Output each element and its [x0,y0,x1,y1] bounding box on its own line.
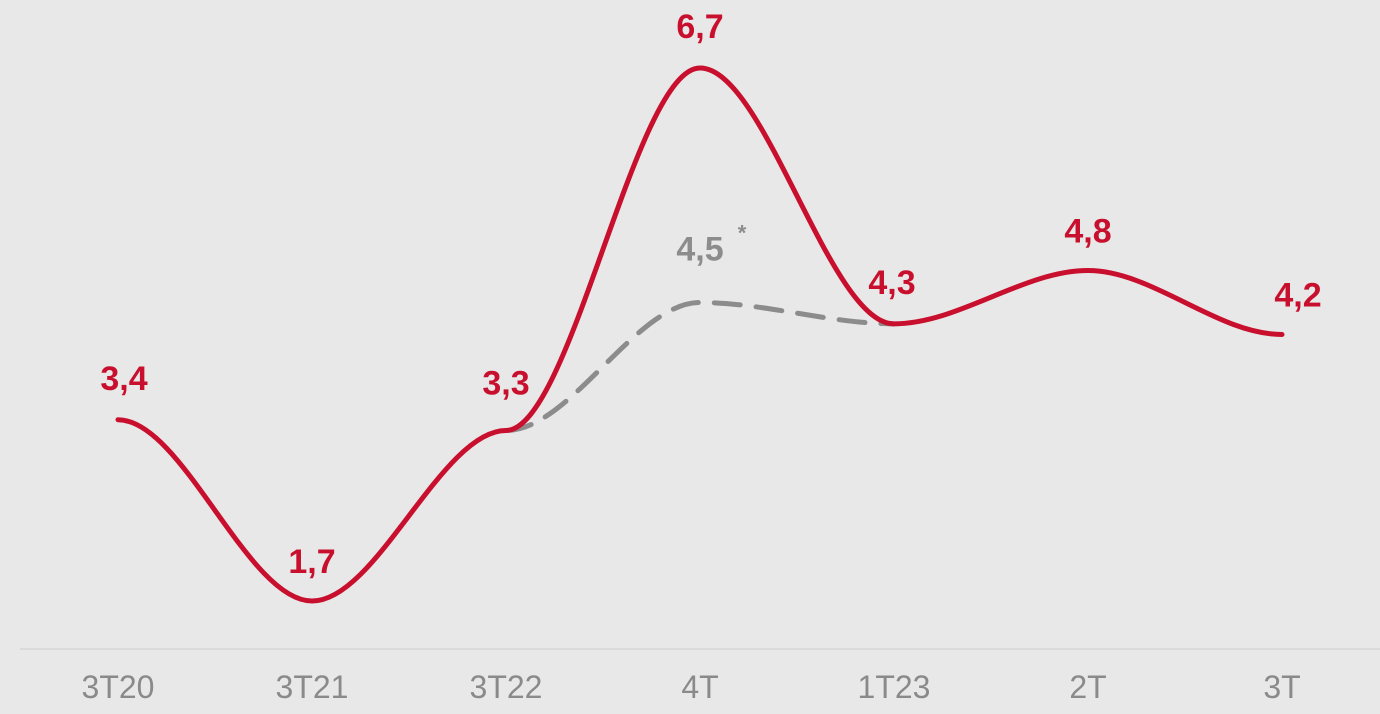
series-line-dashed [503,300,897,433]
data-label-dashed: 4,5 [676,231,723,269]
data-labels-layer: 3,4 1,7 3,3 6,7 4,3 4,8 4,2 4,5 * [100,8,1321,581]
x-tick-label: 3T20 [82,669,155,705]
data-label-note: * [738,221,747,246]
solid-series-layer [115,65,1285,604]
data-label: 4,3 [868,264,915,302]
data-label: 4,2 [1274,277,1321,315]
data-label: 3,4 [100,360,147,398]
x-tick-label: 4T [681,669,718,705]
x-tick-label: 2T [1069,669,1106,705]
data-label: 4,8 [1064,213,1111,251]
x-tick-label: 3T22 [470,669,543,705]
data-label: 6,7 [676,8,723,46]
data-label: 1,7 [288,543,335,581]
x-tick-label: 3T [1263,669,1300,705]
series-line-solid [115,65,1285,604]
x-tick-labels-layer: 3T20 3T21 3T22 4T 1T23 2T 3T [82,669,1301,705]
data-label: 3,3 [482,364,529,402]
dashed-series-layer [503,300,897,433]
x-tick-label: 3T21 [276,669,349,705]
x-tick-label: 1T23 [858,669,931,705]
